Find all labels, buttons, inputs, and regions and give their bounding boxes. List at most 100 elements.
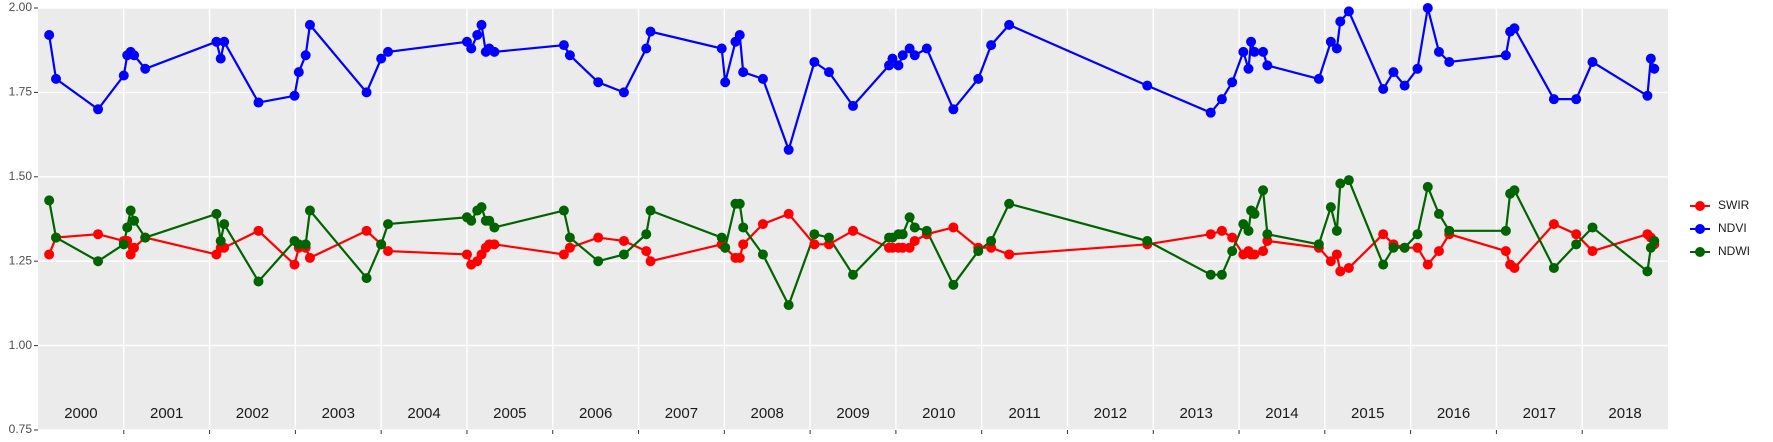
point	[783, 144, 794, 155]
point	[720, 77, 731, 88]
point	[1509, 262, 1520, 273]
point	[489, 239, 500, 250]
point	[734, 30, 745, 41]
point	[1227, 246, 1238, 257]
point	[564, 232, 575, 243]
point	[1004, 249, 1015, 260]
point	[361, 273, 372, 284]
point	[783, 300, 794, 311]
point	[904, 242, 915, 253]
point	[219, 219, 230, 230]
year-label: 2008	[751, 405, 784, 422]
point	[618, 87, 629, 98]
point	[564, 50, 575, 61]
point	[618, 235, 629, 246]
point	[122, 222, 133, 233]
point	[1412, 242, 1423, 253]
point	[1444, 225, 1455, 236]
point	[1258, 246, 1269, 257]
legend-key-point	[1695, 247, 1705, 257]
point	[1142, 235, 1153, 246]
point	[44, 249, 55, 260]
year-label: 2014	[1265, 405, 1298, 422]
point	[1571, 94, 1582, 105]
point	[1388, 67, 1399, 78]
point	[118, 70, 129, 81]
point	[1412, 63, 1423, 74]
year-label: 2010	[922, 405, 955, 422]
year-label: 2013	[1179, 405, 1212, 422]
point	[593, 77, 604, 88]
point	[757, 73, 768, 84]
point	[564, 242, 575, 253]
point	[783, 208, 794, 219]
point	[893, 60, 904, 71]
point	[1331, 43, 1342, 54]
point	[466, 43, 477, 54]
point	[904, 43, 915, 54]
year-label: 2003	[322, 405, 355, 422]
point	[645, 26, 656, 37]
point	[1587, 57, 1598, 68]
year-label: 2009	[836, 405, 869, 422]
point	[129, 242, 140, 253]
point	[300, 239, 311, 250]
point	[140, 63, 151, 74]
point	[1258, 185, 1269, 196]
point	[489, 222, 500, 233]
point	[489, 46, 500, 57]
point	[1433, 208, 1444, 219]
y-tick-label: 1.00	[9, 338, 33, 352]
point	[1378, 84, 1389, 95]
point	[641, 43, 652, 54]
y-tick-label: 2.00	[9, 0, 33, 14]
point	[211, 208, 222, 219]
point	[757, 249, 768, 260]
point	[986, 40, 997, 51]
point	[1325, 202, 1336, 213]
point	[215, 235, 226, 246]
point	[1243, 225, 1254, 236]
point	[757, 219, 768, 230]
point	[1262, 60, 1273, 71]
point	[1216, 269, 1227, 280]
legend-label: NDVI	[1718, 221, 1747, 235]
point	[1335, 178, 1346, 189]
y-tick-label: 1.75	[9, 85, 33, 99]
point	[1205, 107, 1216, 118]
point	[1249, 208, 1260, 219]
point	[476, 202, 487, 213]
point	[1500, 50, 1511, 61]
point	[738, 67, 749, 78]
point	[1548, 262, 1559, 273]
point	[1249, 249, 1260, 260]
point	[1249, 46, 1260, 57]
point	[1642, 90, 1653, 101]
point	[897, 242, 908, 253]
point	[1343, 6, 1354, 17]
point	[593, 232, 604, 243]
point	[253, 97, 264, 108]
y-tick-label: 0.75	[9, 422, 33, 436]
y-tick-label: 1.50	[9, 169, 33, 183]
point	[1509, 23, 1520, 34]
point	[558, 40, 569, 51]
point	[1388, 242, 1399, 253]
point	[1433, 46, 1444, 57]
point	[641, 229, 652, 240]
point	[738, 239, 749, 250]
point	[1548, 94, 1559, 105]
point	[44, 195, 55, 206]
point	[1331, 225, 1342, 236]
point	[93, 229, 104, 240]
point	[720, 242, 731, 253]
year-label: 2002	[236, 405, 269, 422]
point	[1205, 229, 1216, 240]
point	[1216, 94, 1227, 105]
point	[466, 215, 477, 226]
point	[1399, 80, 1410, 91]
point	[383, 246, 394, 257]
legend-label: NDWI	[1718, 244, 1750, 258]
year-label: 2016	[1437, 405, 1470, 422]
